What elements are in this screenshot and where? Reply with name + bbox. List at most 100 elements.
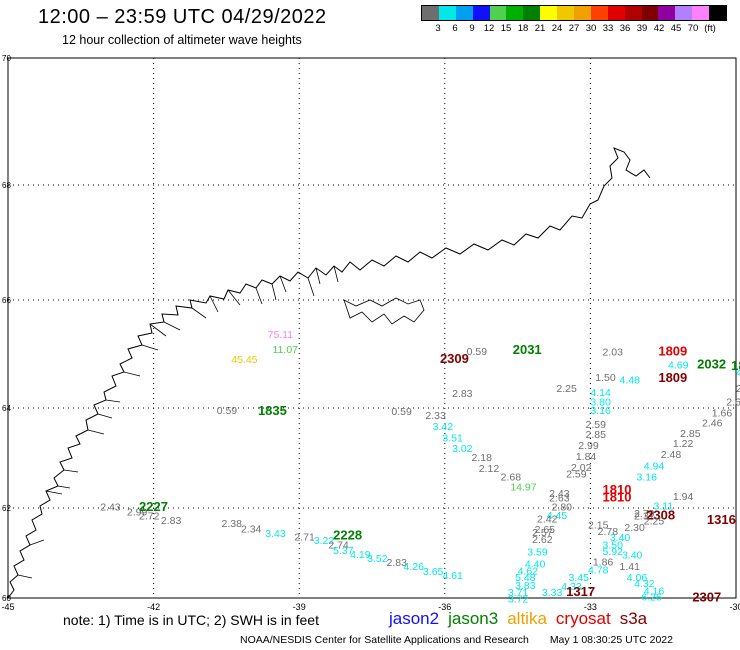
color-scale-label: 3 [435,23,441,34]
legend-jason3: jason3 [448,609,499,628]
wave-height-label: 3.71 [508,587,529,599]
greenland-coastline [7,147,651,599]
wave-height-label: 2.33 [425,410,446,422]
wave-height-label: 2.80 [552,502,573,514]
wave-height-label: 4.19 [350,549,371,561]
footer-credit: NOAA/NESDIS Center for Satellite Applica… [240,634,691,646]
pass-time-label: 2309 [440,351,469,366]
color-swatch [607,6,625,20]
wave-height-label: 2.83 [387,557,408,569]
wave-height-label: 2.43 [100,502,121,514]
pass-time-label: 1835 [731,358,740,373]
pass-time-label: 1810 [603,482,632,497]
wave-height-label: 2.74 [328,540,349,552]
color-swatch [523,6,541,20]
color-scale-label: 33 [602,23,614,34]
wave-height-label: 4.69 [668,360,689,372]
wave-height-label: 3.52 [367,553,388,565]
wave-height-label: 3.42 [433,421,454,433]
wave-height-label: 2.03 [603,347,624,359]
wave-height-label: 3.11 [653,500,673,512]
wave-height-label: 4.80 [736,367,740,379]
wave-height-label: 2.78 [598,526,619,538]
wave-height-label: 4.06 [627,572,648,584]
color-swatch [455,6,473,20]
pass-time-label: 2307 [692,590,721,605]
color-swatch [574,6,591,20]
coastline-path [7,147,651,599]
wave-height-label: 2.62 [532,534,553,546]
wave-height-label: 2.65 [535,524,556,536]
wave-height-label: 2.42 [537,513,558,525]
color-scale-label: (ft) [704,23,716,34]
color-scale-label: 21 [534,23,546,34]
wave-height-label: 11.07 [273,344,299,356]
wave-height-label: 2.02 [571,462,592,474]
legend-cryosat: cryosat [555,609,611,628]
wave-height-label: 4.45 [547,510,568,522]
color-scale-label: 12 [483,23,495,34]
credit-source: NOAA/NESDIS Center for Satellite Applica… [240,634,529,646]
pass-time-label: 1809 [658,370,687,385]
map-title: 12:00 – 23:59 UTC 04/29/2022 [38,6,327,28]
wave-height-label: 2.71 [294,531,315,543]
satellite-legend: jason2 jason3 altika cryosat s3a [389,609,656,629]
wave-height-label: 2.15 [588,519,609,531]
wave-height-label: 4.14 [590,387,611,399]
wave-height-label: 1.84 [576,451,597,463]
wave-height-label: 3.33 [542,587,563,599]
wave-height-label: 2.46 [702,418,723,430]
color-swatch [641,6,659,20]
wave-height-label: 2.25 [556,383,577,395]
wave-height-label: 4.32 [634,578,655,590]
color-scale-label: 24 [551,23,563,34]
wave-height-label: 4.26 [404,561,425,573]
wave-height-label: 4.62 [518,566,539,578]
longitude-tick-label: -39 [293,602,306,612]
color-scale-label: 42 [653,23,665,34]
wave-height-label: 75.11 [268,329,294,341]
wave-height-label: 4.94 [644,461,665,473]
wave-height-label: 2.85 [586,429,607,441]
wave-height-label: 2.34 [241,523,262,535]
wave-height-label: 6.26 [641,591,662,603]
wave-height-label: 3.65 [423,566,444,578]
wave-height-label: 3.83 [515,580,536,592]
color-scale-swatches [421,5,727,21]
wave-height-label: 5.37 [333,545,354,557]
wave-height-label: 2.12 [479,463,500,475]
wave-height-label: 2.83 [452,388,473,400]
color-scale-label: 70 [687,23,699,34]
wave-height-label: 2.63 [549,493,570,505]
color-swatch [557,6,575,20]
color-scale-label: 6 [452,23,458,34]
wave-height-label: 3.59 [527,546,548,558]
wave-height-label: 4.48 [620,375,641,387]
color-scale-label: 9 [469,23,475,34]
wave-height-label: 2.30 [624,522,645,534]
color-scale-label: 15 [500,23,512,34]
wave-height-label: 45.45 [231,354,257,366]
color-swatch [692,6,710,20]
wave-height-label: 2.18 [471,452,492,464]
wave-height-label: 2.99 [578,440,599,452]
wave-height-label: 3.02 [452,443,473,455]
wave-height-label: 3.51 [442,433,463,445]
wave-height-label: 2.72 [139,510,160,522]
color-scale-label: 30 [585,23,597,34]
wave-height-label: 4.33 [561,581,582,593]
wave-height-label: 4.16 [644,585,665,597]
longitude-tick-label: -45 [1,602,14,612]
wave-height-label: 4.78 [588,565,609,577]
pass-time-label: 2031 [513,342,542,357]
wave-height-label: 4.40 [525,558,546,570]
wave-height-label: 3.16 [590,405,611,417]
wave-height-label: 1.41 [620,561,641,573]
wave-height-label: 1.22 [673,438,694,450]
wave-height-label: 2.99 [127,507,148,519]
color-swatch [675,6,693,20]
color-swatch [540,6,558,20]
wave-height-label: 2.66 [726,396,740,408]
